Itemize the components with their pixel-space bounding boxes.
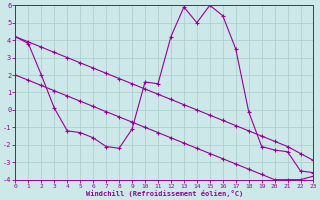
X-axis label: Windchill (Refroidissement éolien,°C): Windchill (Refroidissement éolien,°C)	[86, 190, 243, 197]
